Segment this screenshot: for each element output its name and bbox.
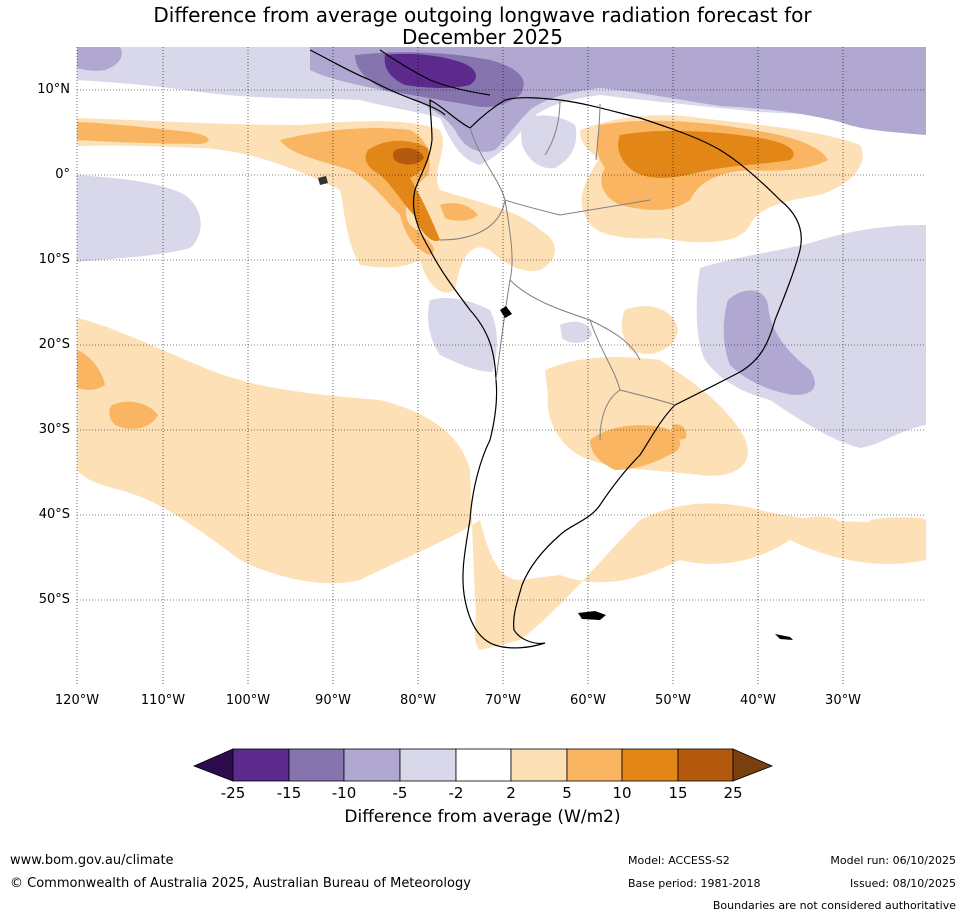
lon-tick-60w: 60°W <box>570 693 606 708</box>
colorbar-label: -15 <box>276 784 302 802</box>
colorbar-label: 2 <box>506 784 516 802</box>
lon-tick-70w: 70°W <box>485 693 521 708</box>
chart-title: Difference from average outgoing longwav… <box>0 4 965 48</box>
lon-tick-120w: 120°W <box>54 693 100 708</box>
falkland-islands <box>578 611 606 620</box>
colorbar-bin-2-5 <box>510 748 568 782</box>
footer-disclaimer: Boundaries are not considered authoritat… <box>712 899 956 912</box>
anomaly-positive-10-15-brazil <box>618 130 794 178</box>
south-america-coastline <box>412 97 802 649</box>
colorbar-label: -2 <box>448 784 464 802</box>
anomaly-negative-15-25-north <box>384 53 476 89</box>
anomaly-negative-2-5-atlantic <box>696 225 926 448</box>
colorbar-bin-neg25-neg15 <box>232 748 290 782</box>
anomaly-negative-2-5-peru-coast <box>428 298 497 372</box>
lat-tick-30s: 30°S <box>38 422 70 437</box>
lat-tick-10s: 10°S <box>38 252 70 267</box>
galapagos-islands <box>318 176 328 185</box>
anomaly-positive-5-10-peru <box>440 203 478 221</box>
lat-tick-20s: 20°S <box>38 337 70 352</box>
anomaly-negative-2-5-pacific-west <box>77 175 201 262</box>
colorbar <box>192 748 774 782</box>
colorbar-bin-5-10 <box>566 748 623 782</box>
lat-tick-10n: 10°N <box>37 82 70 97</box>
anomaly-positive-10-15-pacific <box>365 140 440 242</box>
anomaly-positive-2-5-atlantic-east <box>870 517 926 560</box>
lat-tick-0: 0° <box>55 167 70 182</box>
country-borders <box>439 99 676 441</box>
lon-tick-110w: 110°W <box>140 693 186 708</box>
anomaly-negative-2-5-amazon <box>520 115 577 169</box>
footer-model-run: Model run: 06/10/2025 <box>830 854 956 867</box>
anomaly-negative-2-5-bolivia <box>560 321 592 343</box>
title-line-2: December 2025 <box>402 25 563 49</box>
anomaly-positive-5-10-uruguay <box>590 425 681 470</box>
colorbar-bin-neg5-neg2 <box>399 748 457 782</box>
anomaly-negative-5-10-north-west <box>77 47 122 71</box>
lon-tick-40w: 40°W <box>740 693 776 708</box>
anomaly-field <box>77 47 926 685</box>
footer-issued: Issued: 08/10/2025 <box>849 877 956 890</box>
colorbar-label: 10 <box>612 784 632 802</box>
anomaly-negative-5-10-atlantic <box>723 290 815 395</box>
south-georgia <box>775 634 793 640</box>
colorbar-label: 15 <box>668 784 688 802</box>
footer-base-period: Base period: 1981-2018 <box>628 877 761 890</box>
anomaly-positive-2-5-paraguay <box>621 306 678 354</box>
graticule <box>76 47 926 685</box>
anomaly-positive-5-10-south-atlantic <box>672 424 687 440</box>
lon-tick-100w: 100°W <box>225 693 271 708</box>
anomaly-positive-15-25-pacific <box>392 147 424 165</box>
colorbar-label: -25 <box>220 784 246 802</box>
lat-tick-50s: 50°S <box>38 592 70 607</box>
anomaly-positive-5-10-pacific-west <box>77 350 105 390</box>
anomaly-positive-5-10-pacific-patch <box>109 401 158 429</box>
lon-tick-30w: 30°W <box>825 693 861 708</box>
anomaly-positive-2-5-atlantic-east-small <box>800 516 845 538</box>
footer-website: www.bom.gov.au/climate <box>10 853 174 868</box>
lon-tick-50w: 50°W <box>655 693 691 708</box>
footer-copyright: © Commonwealth of Australia 2025, Austra… <box>10 876 471 891</box>
colorbar-extend-low <box>192 748 234 782</box>
colorbar-label: -5 <box>392 784 408 802</box>
colorbar-label: -10 <box>331 784 357 802</box>
anomaly-positive-5-10-west-pacific <box>77 122 209 144</box>
central-america-coastline <box>309 49 491 116</box>
colorbar-bin-10-15 <box>621 748 679 782</box>
footer-model: Model: ACCESS-S2 <box>628 854 730 867</box>
colorbar-extend-high <box>732 748 774 782</box>
colorbar-bin-15-25 <box>677 748 734 782</box>
colorbar-title: Difference from average (W/m2) <box>344 807 621 827</box>
anomaly-positive-2-5-south <box>77 318 926 650</box>
colorbar-bin-neg10-neg5 <box>343 748 401 782</box>
lon-tick-90w: 90°W <box>315 693 351 708</box>
colorbar-label: 25 <box>723 784 743 802</box>
anomaly-positive-2-5-equator <box>77 118 555 293</box>
lat-tick-40s: 40°S <box>38 507 70 522</box>
colorbar-bin-neg2-2 <box>455 748 512 782</box>
lon-tick-80w: 80°W <box>400 693 436 708</box>
title-line-1: Difference from average outgoing longwav… <box>153 3 812 27</box>
colorbar-bin-neg15-neg10 <box>288 748 345 782</box>
colorbar-label: 5 <box>562 784 572 802</box>
